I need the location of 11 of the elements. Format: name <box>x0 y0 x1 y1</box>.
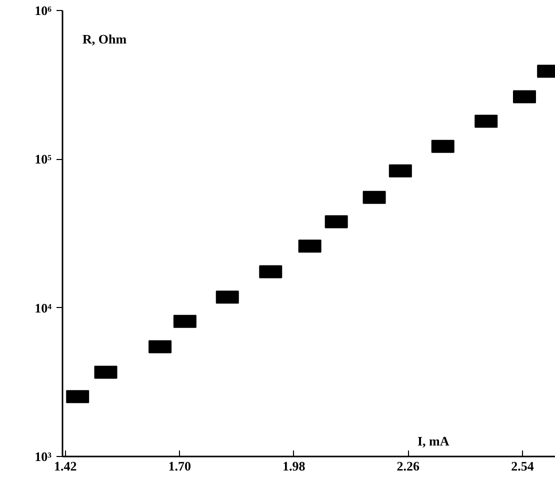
y-tick-label: 10⁵ <box>34 152 52 167</box>
y-tick-label: 10⁴ <box>34 300 52 316</box>
x-tick-label: 2.54 <box>511 458 534 474</box>
x-tick-label: 2.26 <box>396 458 420 474</box>
y-tick-label: 10³ <box>34 449 52 464</box>
x-axis-title: I, mA <box>418 434 450 448</box>
x-tick-label: 1.98 <box>282 458 306 474</box>
x-tick-label: 1.70 <box>168 458 192 474</box>
y-tick-label: 10⁶ <box>34 3 52 18</box>
x-tick-label: 1.42 <box>54 458 77 474</box>
y-axis-title: R, Ohm <box>82 32 127 46</box>
